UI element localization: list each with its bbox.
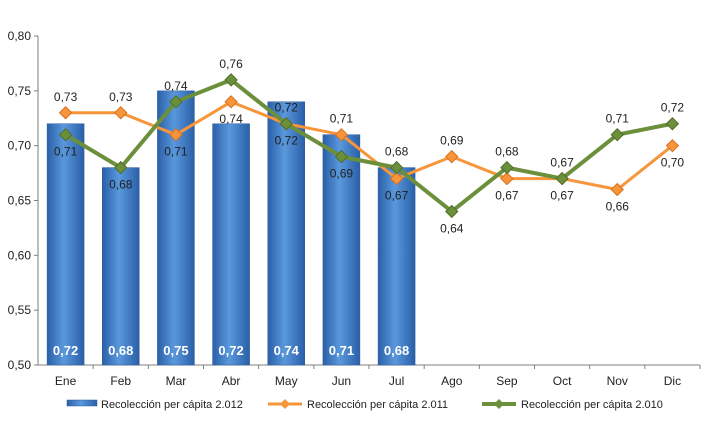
legend-label-2011: Recolección per cápita 2.011	[307, 399, 448, 411]
bar-value-label: 0,74	[274, 343, 300, 358]
x-tick-label: Mar	[166, 374, 187, 388]
legend-marker	[494, 399, 504, 409]
line-point	[334, 149, 349, 164]
legend-label-2010: Recolección per cápita 2.010	[521, 399, 663, 411]
line-point	[445, 149, 459, 164]
bar-value-label: 0,68	[384, 343, 409, 358]
point-value-label: 0,67	[550, 189, 574, 203]
line-point	[279, 117, 293, 131]
line-point	[114, 160, 128, 175]
bar	[267, 101, 305, 366]
x-tick-label: Abr	[222, 374, 241, 388]
y-tick-label: 0,70	[8, 139, 32, 153]
bar	[212, 123, 250, 366]
line-series-2011	[65, 100, 674, 192]
bar-value-label: 0,68	[108, 343, 133, 358]
bar	[102, 167, 140, 366]
y-tick-label: 0,65	[8, 194, 32, 208]
x-tick-label: Nov	[607, 374, 628, 388]
point-value-label: 0,72	[275, 101, 299, 115]
y-tick-label: 0,80	[8, 29, 32, 43]
bar	[322, 134, 361, 366]
point-value-label: 0,67	[550, 156, 574, 170]
legend: Recolección per cápita 2.012 Recolección …	[66, 399, 663, 411]
point-value-label: 0,68	[385, 145, 409, 159]
bar	[377, 167, 416, 366]
line-series	[58, 73, 680, 219]
line-point	[224, 95, 238, 109]
legend-marker	[280, 399, 290, 409]
point-value-label: 0,74	[164, 79, 188, 93]
line-point	[169, 95, 183, 109]
point-value-label: 0,71	[606, 112, 630, 126]
point-value-label: 0,70	[661, 156, 685, 170]
x-tick-label: Sep	[496, 374, 518, 388]
x-tick-label: Oct	[553, 374, 572, 388]
y-tick-label: 0,60	[8, 248, 32, 262]
bar-series	[46, 90, 416, 366]
x-tick-label: Jul	[389, 374, 404, 388]
line-point	[169, 127, 183, 142]
point-value-label: 0,71	[164, 145, 188, 159]
x-tick-label: Ene	[55, 374, 77, 388]
point-value-label: 0,76	[219, 57, 243, 71]
point-value-label: 0,67	[495, 189, 519, 203]
point-value-label: 0,73	[109, 90, 133, 104]
point-value-label: 0,72	[661, 101, 685, 115]
point-value-label: 0,71	[330, 112, 354, 126]
line-point	[500, 160, 514, 175]
line-point	[58, 106, 73, 120]
point-value-label: 0,74	[219, 112, 243, 126]
point-value-label: 0,73	[54, 90, 78, 104]
line-point	[500, 171, 514, 186]
line-point	[555, 171, 569, 186]
line-series-2010	[64, 77, 673, 214]
point-value-label: 0,72	[275, 134, 299, 148]
point-value-label: 0,64	[440, 221, 464, 235]
bar-value-label: 0,75	[163, 343, 188, 358]
x-tick-label: May	[275, 374, 298, 388]
point-value-label: 0,69	[330, 167, 354, 181]
point-value-label: 0,69	[440, 134, 464, 148]
point-value-label: 0,66	[606, 200, 630, 214]
data-labels: 0,72 0,68 0,75 0,72 0,74 0,71 0,68 0,73 0,73 0,71…	[53, 57, 684, 358]
legend-label-2012: Recolección per cápita 2.012	[101, 399, 243, 411]
point-value-label: 0,71	[54, 145, 78, 159]
bar-value-label: 0,72	[53, 343, 78, 358]
line-point	[610, 182, 624, 197]
legend-swatch-2012	[66, 399, 98, 407]
y-tick-label: 0,55	[8, 303, 32, 317]
point-value-label: 0,67	[385, 189, 409, 203]
line-point	[389, 171, 404, 186]
line-point	[665, 138, 680, 153]
y-tick-label: 0,50	[8, 358, 32, 372]
line-point	[665, 117, 680, 131]
point-value-label: 0,68	[495, 145, 519, 159]
line-point	[224, 73, 238, 87]
x-tick-label: Jun	[332, 374, 351, 388]
line-point	[114, 106, 128, 120]
bar	[46, 123, 85, 366]
bar-value-label: 0,71	[329, 343, 354, 358]
x-tick-label: Feb	[110, 374, 131, 388]
x-tick-label: Dic	[664, 374, 681, 388]
bar-value-label: 0,72	[218, 343, 243, 358]
x-tick-label: Ago	[441, 374, 463, 388]
line-point	[610, 127, 624, 142]
point-value-label: 0,68	[109, 178, 133, 192]
line-point	[334, 127, 349, 142]
y-tick-label: 0,75	[8, 84, 32, 98]
line-point	[58, 127, 73, 142]
line-point	[389, 160, 404, 175]
axes: 0,50 0,55 0,60 0,65 0,70 0,75 0,80 Ene Feb Mar Abr…	[8, 29, 701, 388]
line-point	[445, 204, 459, 219]
